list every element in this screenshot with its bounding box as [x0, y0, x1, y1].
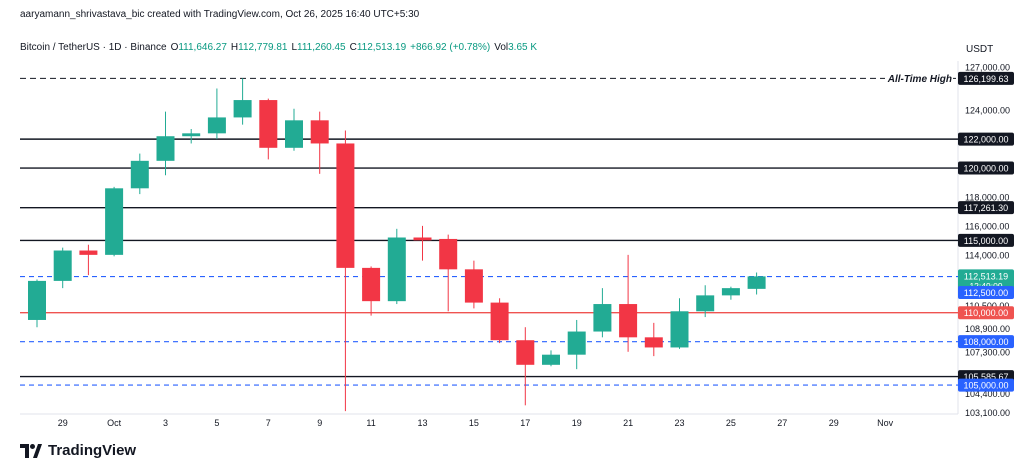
candle-body [670, 311, 689, 348]
candle-body [747, 276, 766, 289]
tradingview-logo[interactable]: TradingView [20, 442, 136, 459]
volume-value: 3.65 K [508, 42, 538, 53]
candle-body [721, 288, 740, 296]
low-value: 111,260.45 [297, 42, 346, 53]
candle-body [105, 188, 124, 255]
y-tick-label: 118,000.00 [965, 192, 1009, 202]
candle-body [182, 133, 201, 137]
level-price-label: 126,199.63 [963, 74, 1008, 84]
x-tick-label: 21 [623, 418, 633, 428]
y-tick-label: 103,100.00 [965, 408, 1010, 418]
level-price-tag [958, 132, 1014, 146]
candle-body [387, 237, 406, 302]
level-price-label: 117,261.30 [964, 203, 1008, 213]
x-tick-label: 17 [520, 418, 530, 428]
candle-body [413, 237, 432, 241]
candle-body [156, 136, 175, 161]
candle-body [130, 160, 149, 189]
chart-credit: aaryamann_shrivastava_bic created with T… [20, 9, 420, 20]
x-tick-label: Oct [107, 418, 122, 428]
candle-body [619, 304, 638, 338]
open-value: 111,646.27 [178, 42, 227, 53]
level-price-tag [958, 71, 1014, 85]
y-tick-label: 114,000.00 [965, 250, 1009, 260]
level-price-label: 110,000.00 [964, 308, 1008, 318]
change-value: +866.92 (+0.78%) [410, 42, 491, 53]
x-tick-label: 27 [777, 418, 787, 428]
y-tick-label: 116,000.00 [965, 221, 1009, 231]
candle-body [516, 340, 535, 365]
candle-body [362, 267, 381, 302]
ath-annotation: All-Time High [887, 74, 952, 85]
candle-body [79, 250, 98, 255]
open-label: O [170, 42, 179, 53]
level-price-tag [958, 233, 1014, 247]
close-value: 112,513.19 [356, 42, 407, 53]
x-tick-label: Nov [877, 418, 894, 428]
candle-body [28, 280, 46, 320]
x-tick-label: 9 [317, 418, 322, 428]
candle-body [439, 238, 458, 270]
currency-label: USDT [966, 44, 994, 55]
candle-body [233, 100, 252, 118]
candle-body [696, 295, 715, 312]
y-tick-label: 108,900.00 [965, 324, 1010, 334]
low-label: L [291, 42, 298, 53]
level-price-label: 115,000.00 [964, 236, 1008, 246]
high-label: H [230, 42, 239, 53]
bar-countdown-label: 12:49:09 [969, 281, 1002, 291]
ath-annotation-bg [885, 72, 953, 85]
symbol-name[interactable]: Bitcoin / TetherUS · 1D · Binance [20, 42, 167, 53]
level-price-label: 105,000.00 [963, 381, 1008, 391]
level-price-tag [958, 378, 1014, 392]
volume-label: Vol [494, 42, 509, 53]
candle-body [207, 117, 226, 134]
current-price-label: 112,513.19 [964, 271, 1008, 281]
x-tick-label: 5 [214, 418, 219, 428]
x-tick-label: 29 [829, 418, 839, 428]
x-tick-label: 15 [469, 418, 479, 428]
candle-body [285, 120, 303, 148]
candle-body [310, 120, 329, 144]
high-value: 112,779.81 [238, 42, 288, 53]
x-tick-label: 11 [366, 418, 375, 428]
x-tick-label: 3 [163, 418, 168, 428]
tradingview-logo-text: TradingView [48, 442, 137, 459]
y-tick-label: 127,000.00 [965, 62, 1010, 72]
x-tick-label: 23 [674, 418, 684, 428]
current-price-tag [958, 269, 1014, 292]
y-tick-label: 110,500.00 [965, 301, 1009, 311]
candle-body [644, 337, 663, 348]
y-tick-label: 107,300.00 [965, 347, 1010, 357]
tradingview-logo-icon [20, 443, 42, 458]
x-tick-label: 25 [726, 418, 736, 428]
level-price-tag [958, 161, 1014, 175]
x-tick-label: 19 [572, 418, 582, 428]
level-price-tag [958, 286, 1014, 300]
candle-body [53, 250, 72, 281]
x-tick-label: 29 [58, 418, 68, 428]
x-tick-label: 7 [266, 418, 271, 428]
close-label: C [349, 42, 357, 53]
level-price-tag [958, 335, 1014, 349]
level-price-label: 108,000.00 [963, 337, 1008, 347]
candle-body [336, 143, 355, 268]
candle-body [490, 302, 509, 341]
x-tick-label: 13 [417, 418, 427, 428]
candle-body [464, 269, 483, 303]
level-price-label: 120,000.00 [963, 164, 1008, 174]
level-price-tag [958, 201, 1014, 215]
candle-body [259, 100, 278, 148]
level-price-label: 105,585.67 [963, 372, 1008, 382]
level-price-tag [958, 306, 1014, 320]
y-tick-label: 104,400.00 [965, 389, 1010, 399]
candle-body [593, 304, 612, 332]
level-price-label: 122,000.00 [963, 135, 1008, 145]
candle-body [567, 331, 586, 355]
level-price-label: 112,500.00 [964, 288, 1008, 298]
symbol-legend: Bitcoin / TetherUS · 1D · Binance O111,6… [20, 42, 537, 53]
candle-body [542, 354, 560, 365]
y-tick-label: 124,000.00 [965, 106, 1010, 116]
